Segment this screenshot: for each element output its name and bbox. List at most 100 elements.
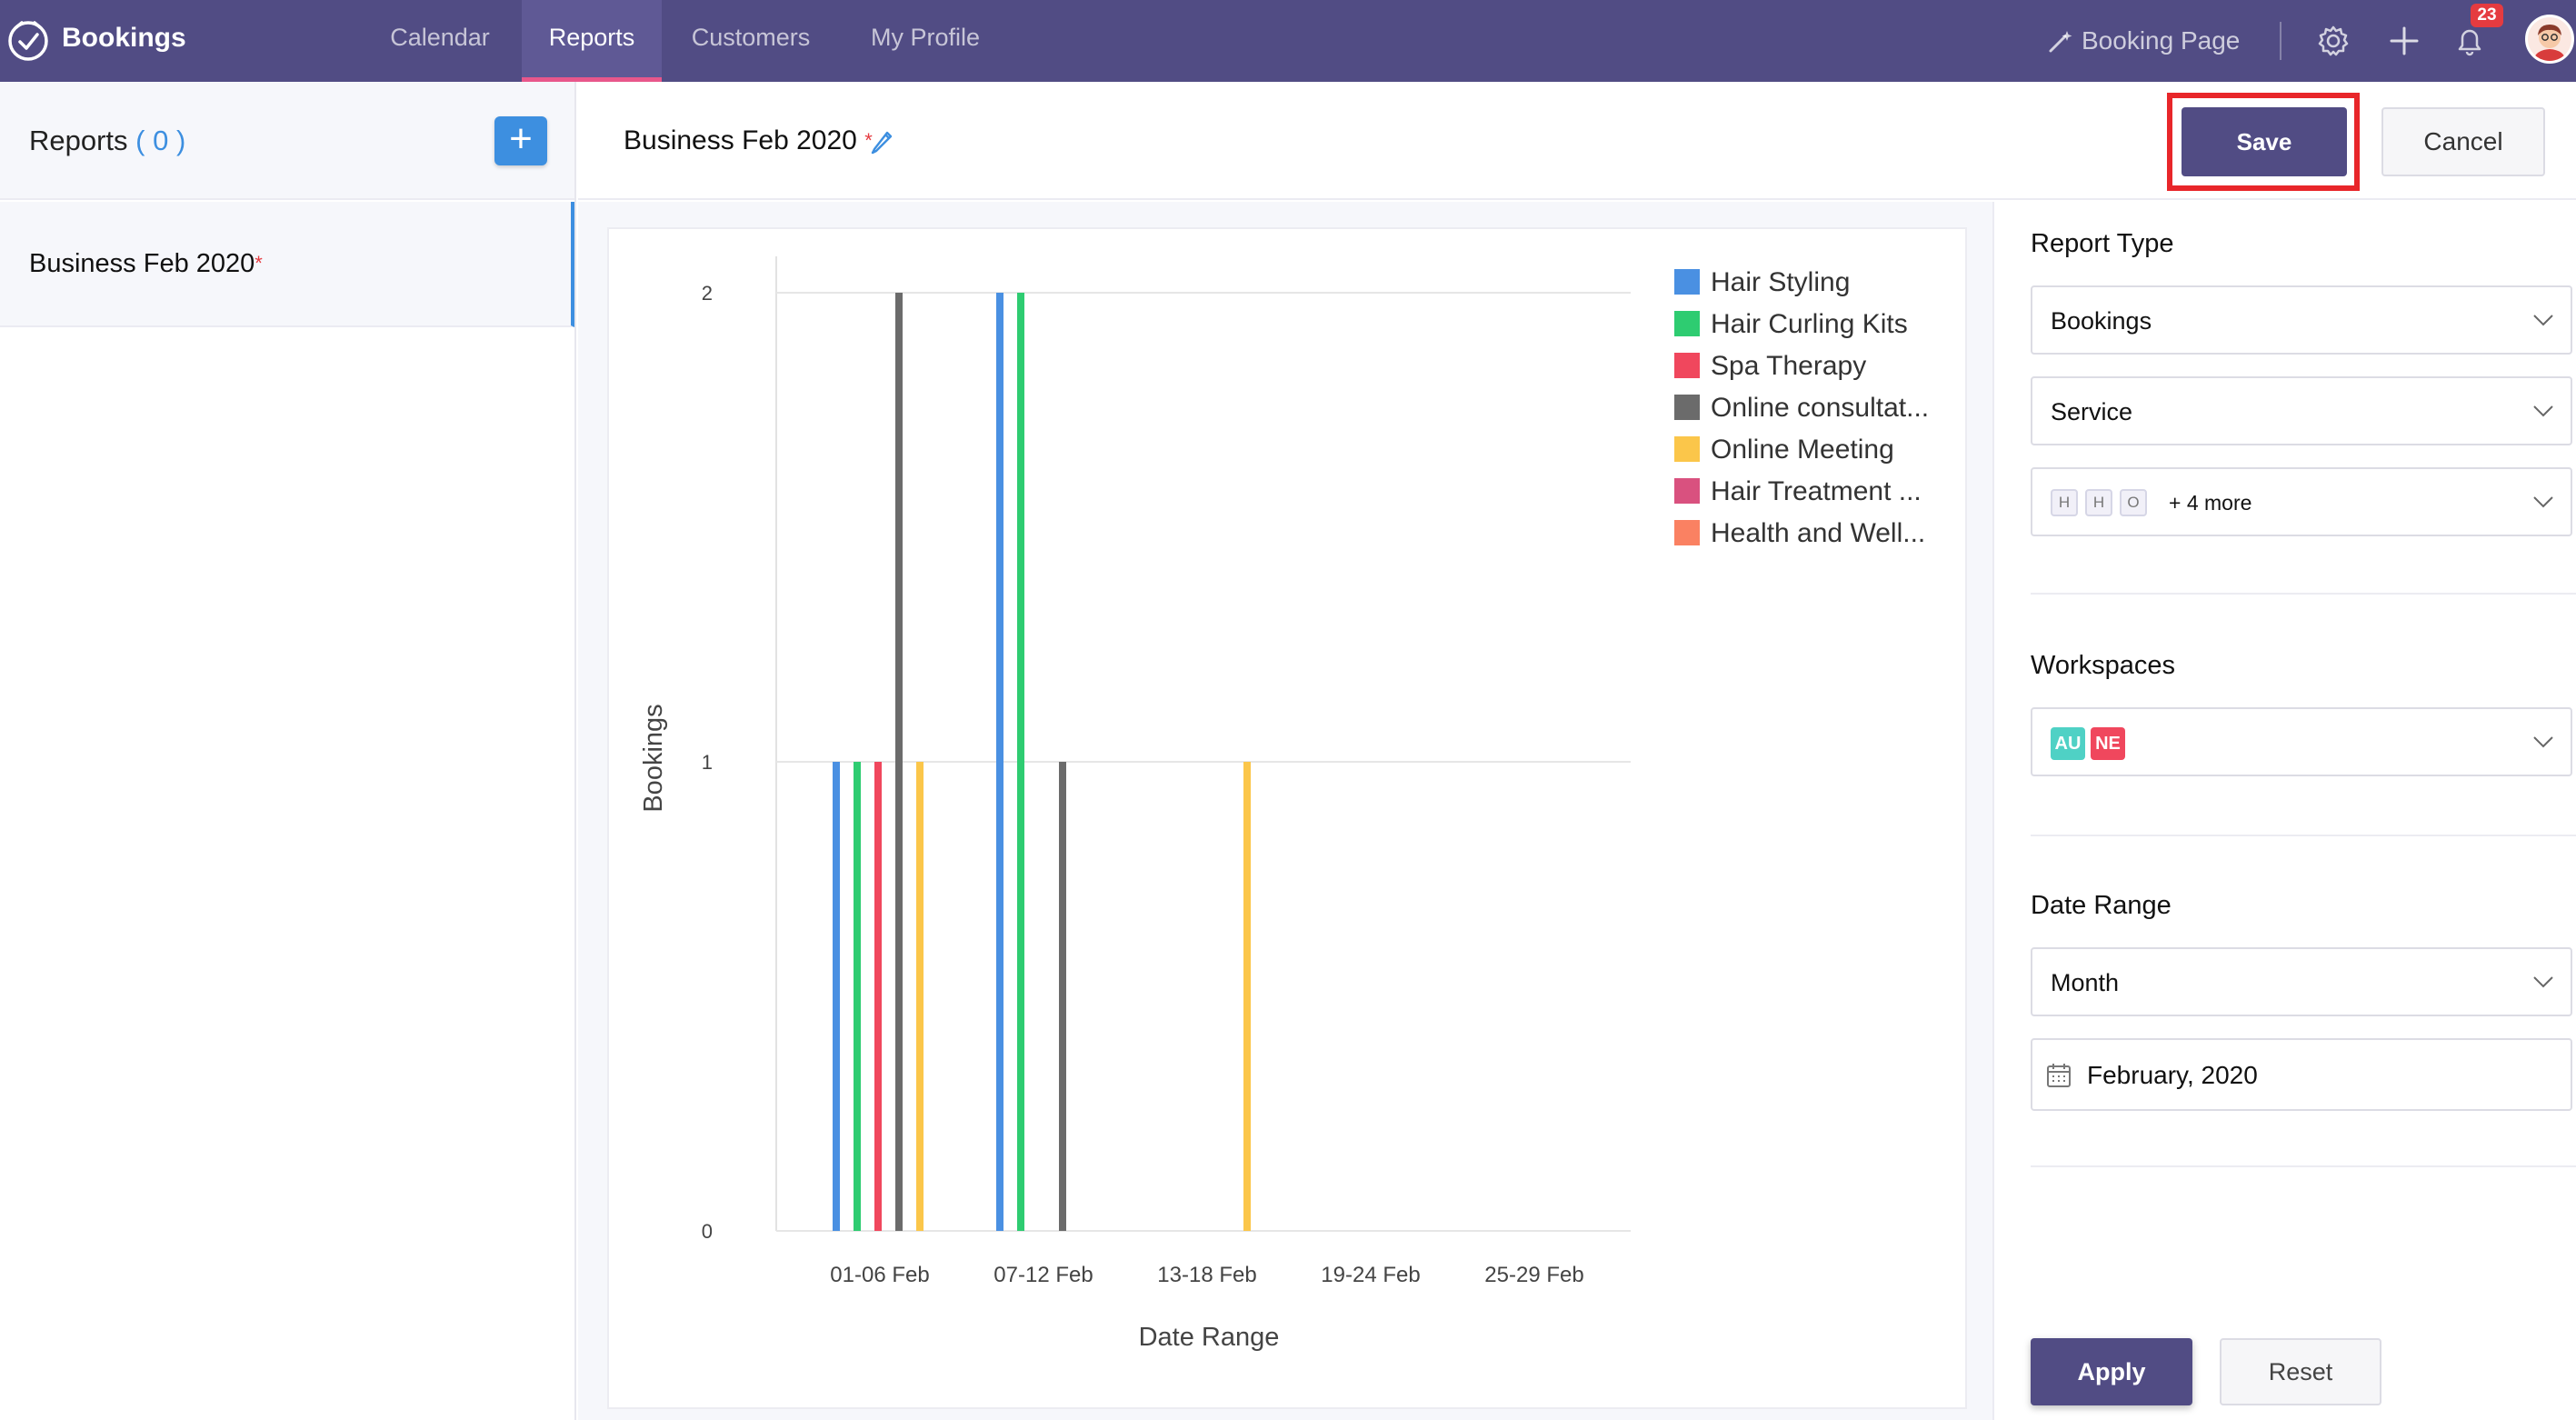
group-by-value: Service [2051,398,2133,425]
period-value: Month [2051,969,2120,996]
service-more-count: + 4 more [2169,491,2252,515]
sidebar-title: Reports ( 0 ) [29,123,185,159]
bar [916,762,924,1231]
save-button[interactable]: Save [2182,107,2347,176]
legend-swatch [1674,353,1700,378]
brand-name[interactable]: Bookings [62,23,186,53]
bar [854,762,861,1231]
magic-wand-icon [2049,31,2072,53]
tab-reports[interactable]: Reports [522,0,662,82]
report-count-open: ( [127,125,154,156]
top-navbar: Bookings Calendar Reports Customers My P… [0,0,2576,82]
sidebar-header: Reports ( 0 ) + [0,82,574,200]
sidebar-title-text: Reports [29,125,128,156]
report-type-title: Report Type [2031,229,2174,258]
bar [1017,293,1024,1231]
y-tick-label: 2 [702,282,713,305]
service-multiselect[interactable]: H H O + 4 more [2031,467,2572,536]
cancel-button[interactable]: Cancel [2381,107,2545,176]
x-tick-label: 25-29 Feb [1484,1263,1583,1287]
workspaces-dropdown[interactable]: AU NE [2031,707,2572,776]
chevron-down-icon [2533,976,2553,988]
report-type-value: Bookings [2051,307,2152,335]
plus-icon[interactable] [2383,20,2425,62]
avatar[interactable] [2525,15,2574,64]
sidebar-item-label-text: Business Feb 2020 [29,249,255,278]
legend-swatch [1674,395,1700,420]
workspace-chip-au: AU [2051,727,2085,760]
tab-customers[interactable]: Customers [691,24,811,51]
report-count-value: 0 [153,125,169,156]
chevron-down-icon [2533,315,2553,326]
service-chip: O [2120,489,2147,516]
unsaved-marker: * [255,252,263,275]
legend-label: Spa Therapy [1711,351,1866,381]
x-tick-label: 13-18 Feb [1157,1263,1256,1287]
chevron-down-icon [2533,736,2553,748]
tab-calendar[interactable]: Calendar [390,24,490,51]
user-face-icon [2533,25,2566,61]
y-tick-label: 0 [702,1220,713,1243]
bookings-logo-icon[interactable] [5,18,51,64]
report-title: Business Feb 2020 * [624,123,873,159]
bar [996,293,1003,1231]
legend-label: Online consultat... [1711,393,1929,423]
y-tick-label: 1 [702,751,713,774]
legend-swatch [1674,436,1700,462]
bar [833,762,840,1231]
y-axis-title: Bookings [639,704,668,812]
service-chip: H [2051,489,2078,516]
date-range-title: Date Range [2031,891,2172,920]
workspaces-title: Workspaces [2031,651,2176,680]
date-value: February, 2020 [2087,1061,2258,1089]
workspace-chip-ne: NE [2091,727,2125,760]
gear-icon[interactable] [2312,20,2354,62]
legend-label: Online Meeting [1711,435,1894,465]
calendar-icon [2047,1064,2071,1087]
bar [874,762,882,1231]
legend-swatch [1674,520,1700,545]
sidebar-item-label: Business Feb 2020* [29,245,263,282]
group-by-dropdown[interactable]: Service [2031,376,2572,445]
bar [1059,762,1066,1231]
report-title-text: Business Feb 2020 [624,125,857,155]
apply-button[interactable]: Apply [2031,1338,2192,1405]
tab-my-profile[interactable]: My Profile [870,24,981,51]
x-tick-label: 19-24 Feb [1321,1263,1420,1287]
report-unsaved-marker: * [864,129,873,152]
reset-button[interactable]: Reset [2220,1338,2381,1405]
navbar-divider [2280,22,2281,60]
report-count-close: ) [168,125,186,156]
legend-swatch [1674,311,1700,336]
bar [895,293,903,1231]
report-type-dropdown[interactable]: Bookings [2031,285,2572,355]
legend-label: Health and Well... [1711,518,1925,548]
legend-swatch [1674,478,1700,504]
service-chip: H [2085,489,2112,516]
legend-label: Hair Curling Kits [1711,309,1908,339]
report-count: ( 0 ) [127,125,186,156]
x-tick-label: 01-06 Feb [830,1263,929,1287]
bell-icon[interactable] [2449,20,2491,62]
date-picker-field[interactable]: February, 2020 [2031,1038,2572,1111]
x-axis-title: Date Range [1139,1323,1280,1352]
pencil-icon[interactable] [869,127,894,155]
notification-badge: 23 [2471,4,2503,27]
add-report-button[interactable]: + [494,116,547,165]
section-divider [2031,835,2576,836]
legend-swatch [1674,269,1700,295]
reports-sidebar: Reports ( 0 ) + Business Feb 2020* [0,82,576,1420]
x-tick-label: 07-12 Feb [993,1263,1093,1287]
section-divider [2031,593,2576,595]
bookings-bar-chart: 0 1 2 01-06 Feb 07-12 Feb 13-18 Feb 19-24 Feb 2… [639,256,1929,1352]
sidebar-item-business-feb-2020[interactable]: Business Feb 2020* [0,202,574,327]
booking-page-label: Booking Page [2082,26,2241,55]
period-dropdown[interactable]: Month [2031,947,2572,1016]
section-divider [2031,1165,2576,1167]
legend-label: Hair Treatment ... [1711,476,1922,506]
chevron-down-icon [2533,405,2553,417]
bar [1243,762,1251,1231]
legend-label: Hair Styling [1711,267,1850,297]
chart-card: 0 1 2 01-06 Feb 07-12 Feb 13-18 Feb 19-24 Feb 2… [607,227,1967,1409]
save-highlight-box [2167,93,2360,191]
